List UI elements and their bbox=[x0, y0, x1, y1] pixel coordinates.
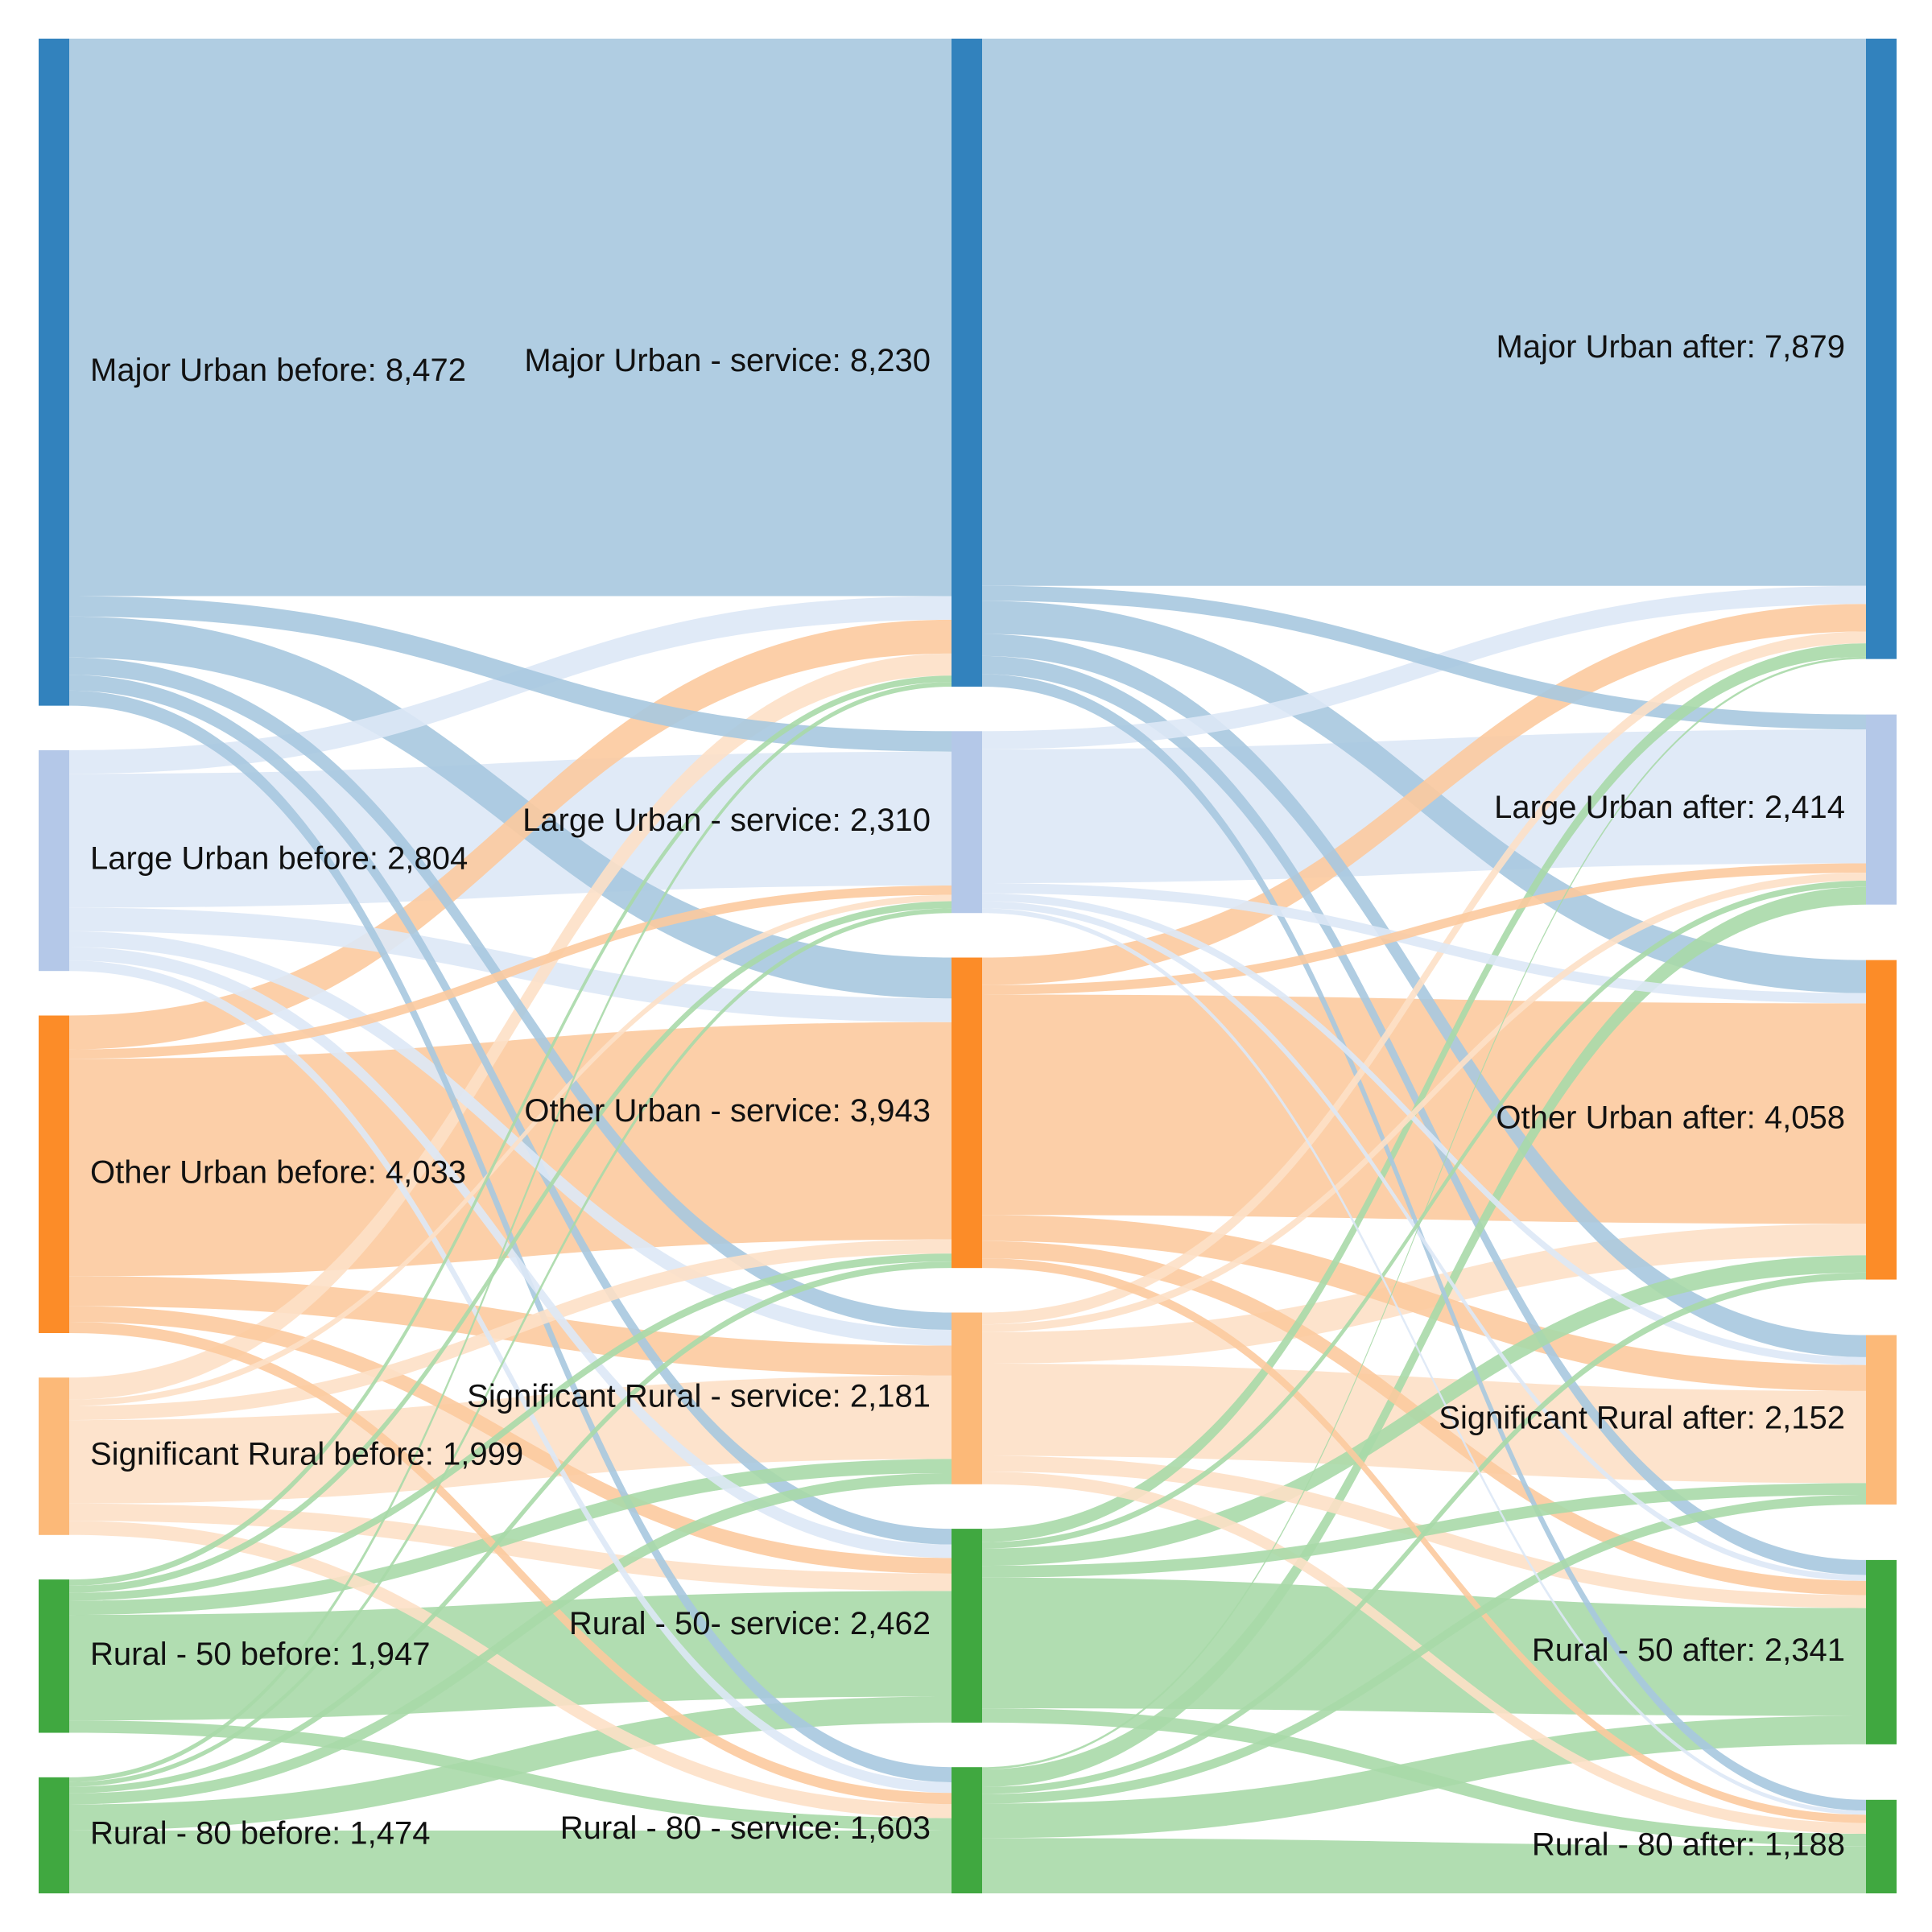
labels-layer: Major Urban before: 8,472 Large Urban bef… bbox=[90, 329, 1845, 1863]
node-label-R80_a: Rural - 80 after: 1,188 bbox=[1532, 1827, 1845, 1862]
link-OU_s-to-MU_a bbox=[982, 604, 1866, 985]
link-R50_b-to-SR_s bbox=[69, 1459, 952, 1616]
node-SR_b bbox=[39, 1377, 69, 1535]
link-SR_s-to-MU_a bbox=[982, 631, 1866, 1325]
link-LU_b-to-SR_s bbox=[69, 931, 952, 1346]
link-MU_b-to-R50_s bbox=[69, 675, 952, 1545]
link-SR_s-to-LU_a bbox=[982, 873, 1866, 1332]
link-MU_b-to-SR_s bbox=[69, 657, 952, 1331]
link-LU_s-to-R50_a bbox=[982, 901, 1866, 1581]
link-LU_b-to-R50_s bbox=[69, 947, 952, 1558]
link-R50_b-to-R80_s bbox=[69, 1720, 952, 1831]
node-OU_b bbox=[39, 1015, 69, 1333]
link-LU_s-to-OU_a bbox=[982, 883, 1866, 1004]
node-label-LU_s: Large Urban - service: 2,310 bbox=[522, 803, 931, 838]
node-label-OU_b: Other Urban before: 4,033 bbox=[90, 1154, 466, 1190]
node-label-OU_s: Other Urban - service: 3,943 bbox=[524, 1093, 931, 1129]
link-R80_s-to-R80_a bbox=[982, 1838, 1866, 1893]
link-R50_s-to-OU_a bbox=[982, 1255, 1866, 1567]
node-LU_a bbox=[1866, 714, 1897, 905]
node-label-OU_a: Other Urban after: 4,058 bbox=[1496, 1100, 1845, 1136]
node-R50_a bbox=[1866, 1559, 1897, 1744]
link-R80_s-to-MU_a bbox=[982, 656, 1866, 1770]
node-R50_b bbox=[39, 1579, 69, 1733]
node-label-SR_s: Significant Rural - service: 2,181 bbox=[467, 1379, 931, 1414]
node-R80_b bbox=[39, 1777, 69, 1893]
node-MU_a bbox=[1866, 39, 1897, 659]
link-MU_s-to-MU_a bbox=[982, 39, 1866, 586]
link-R80_b-to-R80_s bbox=[69, 1830, 952, 1893]
link-SR_b-to-R80_s bbox=[69, 1521, 952, 1818]
link-R50_s-to-MU_a bbox=[982, 643, 1866, 1542]
node-label-LU_b: Large Urban before: 2,804 bbox=[90, 841, 468, 877]
node-OU_s bbox=[952, 957, 982, 1269]
link-OU_b-to-R50_s bbox=[69, 1306, 952, 1574]
link-R80_s-to-OU_a bbox=[982, 1272, 1866, 1794]
link-LU_s-to-SR_a bbox=[982, 893, 1866, 1365]
link-OU_b-to-MU_s bbox=[69, 619, 952, 1050]
node-R80_a bbox=[1866, 1799, 1897, 1893]
node-LU_s bbox=[952, 731, 982, 914]
node-label-MU_s: Major Urban - service: 8,230 bbox=[524, 343, 931, 378]
link-MU_b-to-MU_s bbox=[69, 39, 952, 597]
link-OU_b-to-LU_s bbox=[69, 885, 952, 1059]
link-MU_b-to-LU_s bbox=[69, 596, 952, 752]
node-label-MU_a: Major Urban after: 7,879 bbox=[1496, 329, 1845, 365]
link-MU_b-to-OU_s bbox=[69, 616, 952, 999]
node-label-LU_a: Large Urban after: 2,414 bbox=[1494, 790, 1845, 825]
link-R80_s-to-LU_a bbox=[982, 886, 1866, 1787]
node-label-R50_a: Rural - 50 after: 2,341 bbox=[1532, 1633, 1845, 1668]
link-MU_b-to-R80_s bbox=[69, 690, 952, 1782]
link-LU_b-to-MU_s bbox=[69, 596, 952, 774]
link-LU_s-to-R80_a bbox=[982, 908, 1866, 1815]
link-R80_b-to-R50_s bbox=[69, 1696, 952, 1831]
node-label-MU_b: Major Urban before: 8,472 bbox=[90, 353, 466, 388]
node-label-SR_a: Significant Rural after: 2,152 bbox=[1439, 1400, 1845, 1435]
node-LU_b bbox=[39, 749, 69, 972]
link-OU_s-to-LU_a bbox=[982, 863, 1866, 995]
node-label-R50_s: Rural - 50- service: 2,462 bbox=[569, 1606, 931, 1641]
node-label-R80_b: Rural - 80 before: 1,474 bbox=[90, 1815, 430, 1851]
node-R80_s bbox=[952, 1767, 982, 1893]
link-R50_s-to-LU_a bbox=[982, 880, 1866, 1549]
link-R50_b-to-R50_s bbox=[69, 1591, 952, 1721]
link-OU_b-to-R80_s bbox=[69, 1321, 952, 1805]
node-label-SR_b: Significant Rural before: 1,999 bbox=[90, 1437, 523, 1472]
link-LU_s-to-MU_a bbox=[982, 585, 1866, 749]
link-R50_b-to-LU_s bbox=[69, 901, 952, 1593]
link-R50_s-to-R80_a bbox=[982, 1708, 1866, 1847]
link-R50_b-to-OU_s bbox=[69, 1253, 952, 1601]
links-layer bbox=[69, 39, 1866, 1893]
link-MU_s-to-LU_a bbox=[982, 585, 1866, 730]
link-MU_s-to-SR_a bbox=[982, 634, 1866, 1357]
node-MU_b bbox=[39, 39, 69, 706]
link-MU_s-to-R50_a bbox=[982, 655, 1866, 1575]
node-SR_s bbox=[952, 1312, 982, 1484]
link-SR_b-to-R50_s bbox=[69, 1503, 952, 1591]
link-LU_b-to-OU_s bbox=[69, 907, 952, 1022]
node-SR_a bbox=[1866, 1335, 1897, 1505]
node-R50_s bbox=[952, 1529, 982, 1723]
link-LU_b-to-R80_s bbox=[69, 960, 952, 1794]
link-OU_s-to-SR_a bbox=[982, 1215, 1866, 1391]
link-SR_b-to-LU_s bbox=[69, 894, 952, 1406]
link-R50_b-to-MU_s bbox=[69, 675, 952, 1586]
link-OU_s-to-R80_a bbox=[982, 1258, 1866, 1823]
node-label-R50_b: Rural - 50 before: 1,947 bbox=[90, 1637, 430, 1672]
node-OU_a bbox=[1866, 960, 1897, 1280]
node-label-R80_s: Rural - 80 - service: 1,603 bbox=[560, 1810, 931, 1846]
node-MU_s bbox=[952, 39, 982, 687]
link-SR_b-to-OU_s bbox=[69, 1239, 952, 1421]
link-R80_b-to-MU_s bbox=[69, 682, 952, 1782]
link-R80_b-to-OU_s bbox=[69, 1261, 952, 1794]
link-SR_b-to-MU_s bbox=[69, 653, 952, 1400]
nodes-layer bbox=[39, 39, 1897, 1893]
link-R80_b-to-SR_s bbox=[69, 1473, 952, 1805]
link-R80_s-to-SR_a bbox=[982, 1495, 1866, 1804]
link-R80_b-to-LU_s bbox=[69, 908, 952, 1787]
